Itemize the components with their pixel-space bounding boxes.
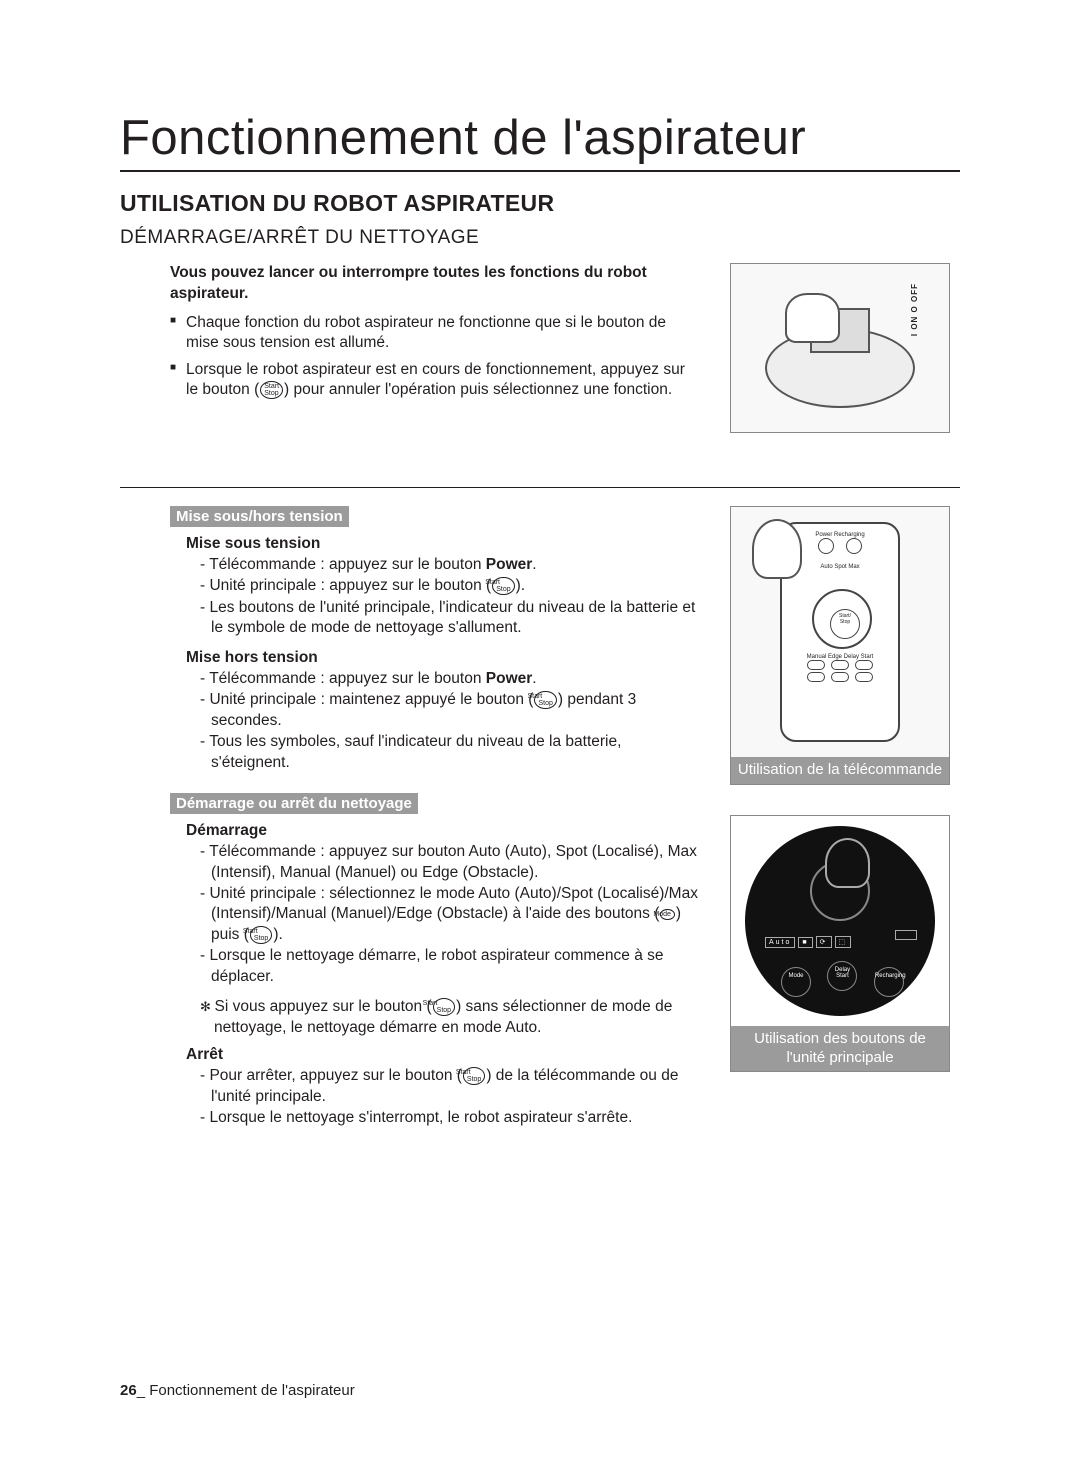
page-footer: 26_ Fonctionnement de l'aspirateur <box>120 1382 355 1399</box>
list-power-on: Télécommande : appuyez sur le bouton Pow… <box>200 555 700 639</box>
page-number: 26 <box>120 1382 137 1399</box>
tag-power: Mise sous/hors tension <box>170 506 349 527</box>
figure-caption: Utilisation de la télécommande <box>731 757 949 784</box>
list-power-off: Télécommande : appuyez sur le bouton Pow… <box>200 669 700 773</box>
hand-icon <box>785 293 840 343</box>
subsection-heading: DÉMARRAGE/ARRÊT DU NETTOYAGE <box>120 227 960 249</box>
list-item: Les boutons de l'unité principale, l'ind… <box>200 598 700 639</box>
heading-stop: Arrêt <box>186 1046 700 1064</box>
figure-power-switch: I ON O OFF <box>730 263 950 433</box>
list-item: Télécommande : appuyez sur le bouton Pow… <box>200 669 700 689</box>
list-item: Lorsque le nettoyage démarre, le robot a… <box>200 946 700 987</box>
list-item: Tous les symboles, sauf l'indicateur du … <box>200 732 700 773</box>
heading-power-on: Mise sous tension <box>186 535 700 553</box>
list-item: Unité principale : sélectionnez le mode … <box>200 884 700 945</box>
list-start: Télécommande : appuyez sur bouton Auto (… <box>200 842 700 987</box>
list-item: Unité principale : appuyez sur le bouton… <box>200 576 700 596</box>
heading-power-off: Mise hors tension <box>186 649 700 667</box>
hand-icon <box>825 838 870 888</box>
list-item: Lorsque le nettoyage s'interrompt, le ro… <box>200 1108 700 1128</box>
intro-item: Lorsque le robot aspirateur est en cours… <box>170 360 700 401</box>
list-item: Unité principale : maintenez appuyé le b… <box>200 690 700 731</box>
dpad-icon <box>812 589 872 649</box>
page-title: Fonctionnement de l'aspirateur <box>120 110 960 172</box>
list-stop: Pour arrêter, appuyez sur le bouton (Sta… <box>200 1066 700 1128</box>
divider <box>120 487 960 488</box>
battery-icon <box>895 930 917 940</box>
intro-item: Chaque fonction du robot aspirateur ne f… <box>170 313 700 354</box>
figure-remote: Power Recharging Auto Spot Max Manual Ed… <box>730 506 950 785</box>
figure-unit-panel: Start/Stop Auto■⟳⬚ Mode Delay Start Rech… <box>730 815 950 1073</box>
section-heading: UTILISATION DU ROBOT ASPIRATEUR <box>120 190 960 217</box>
list-item: Télécommande : appuyez sur le bouton Pow… <box>200 555 700 575</box>
heading-start: Démarrage <box>186 822 700 840</box>
note-start: Si vous appuyez sur le bouton (StartStop… <box>200 997 700 1038</box>
tag-cleaning: Démarrage ou arrêt du nettoyage <box>170 793 418 814</box>
list-item: Pour arrêter, appuyez sur le bouton (Sta… <box>200 1066 700 1107</box>
list-item: Télécommande : appuyez sur bouton Auto (… <box>200 842 700 883</box>
figure-caption: Utilisation des boutons de l'unité princ… <box>731 1026 949 1072</box>
intro-list: Chaque fonction du robot aspirateur ne f… <box>170 313 700 401</box>
intro-bold: Vous pouvez lancer ou interrompre toutes… <box>170 263 700 305</box>
on-off-label: I ON O OFF <box>910 283 919 336</box>
